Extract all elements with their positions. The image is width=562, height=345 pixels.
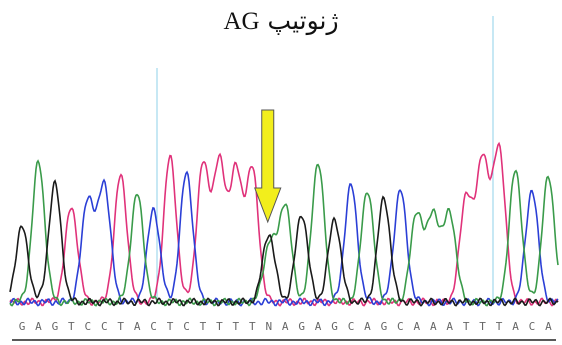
base-call: A: [134, 320, 141, 333]
base-call: T: [200, 320, 207, 333]
base-call: C: [529, 320, 536, 333]
base-call: A: [545, 320, 552, 333]
snp-arrow-icon: [254, 109, 282, 224]
base-call: G: [52, 320, 59, 333]
base-call: T: [68, 320, 75, 333]
base-call: T: [249, 320, 256, 333]
trace-A: [9, 159, 559, 307]
base-call: G: [331, 320, 338, 333]
base-call: C: [348, 320, 355, 333]
trace-G: [9, 179, 559, 307]
base-call: A: [364, 320, 371, 333]
trace-T: [9, 141, 559, 307]
base-call: A: [35, 320, 42, 333]
base-call: A: [315, 320, 322, 333]
base-call: G: [381, 320, 388, 333]
base-call: T: [216, 320, 223, 333]
base-call: G: [19, 320, 26, 333]
base-call: A: [413, 320, 420, 333]
base-call: N: [265, 320, 272, 333]
base-call: C: [84, 320, 91, 333]
base-call: T: [167, 320, 174, 333]
base-call: T: [496, 320, 503, 333]
base-call: C: [397, 320, 404, 333]
base-call: C: [183, 320, 190, 333]
base-call: A: [282, 320, 289, 333]
base-call: A: [446, 320, 453, 333]
base-call: C: [101, 320, 108, 333]
persian-title: ژنوتیپ: [267, 6, 339, 35]
base-call: T: [463, 320, 470, 333]
base-call: A: [430, 320, 437, 333]
base-call: C: [150, 320, 157, 333]
base-call: A: [512, 320, 519, 333]
base-call: G: [298, 320, 305, 333]
base-call: T: [117, 320, 124, 333]
base-call: T: [233, 320, 240, 333]
genotype-label: AG: [223, 8, 260, 35]
figure-title: AG ژنوتیپ: [0, 6, 562, 36]
base-call: T: [479, 320, 486, 333]
